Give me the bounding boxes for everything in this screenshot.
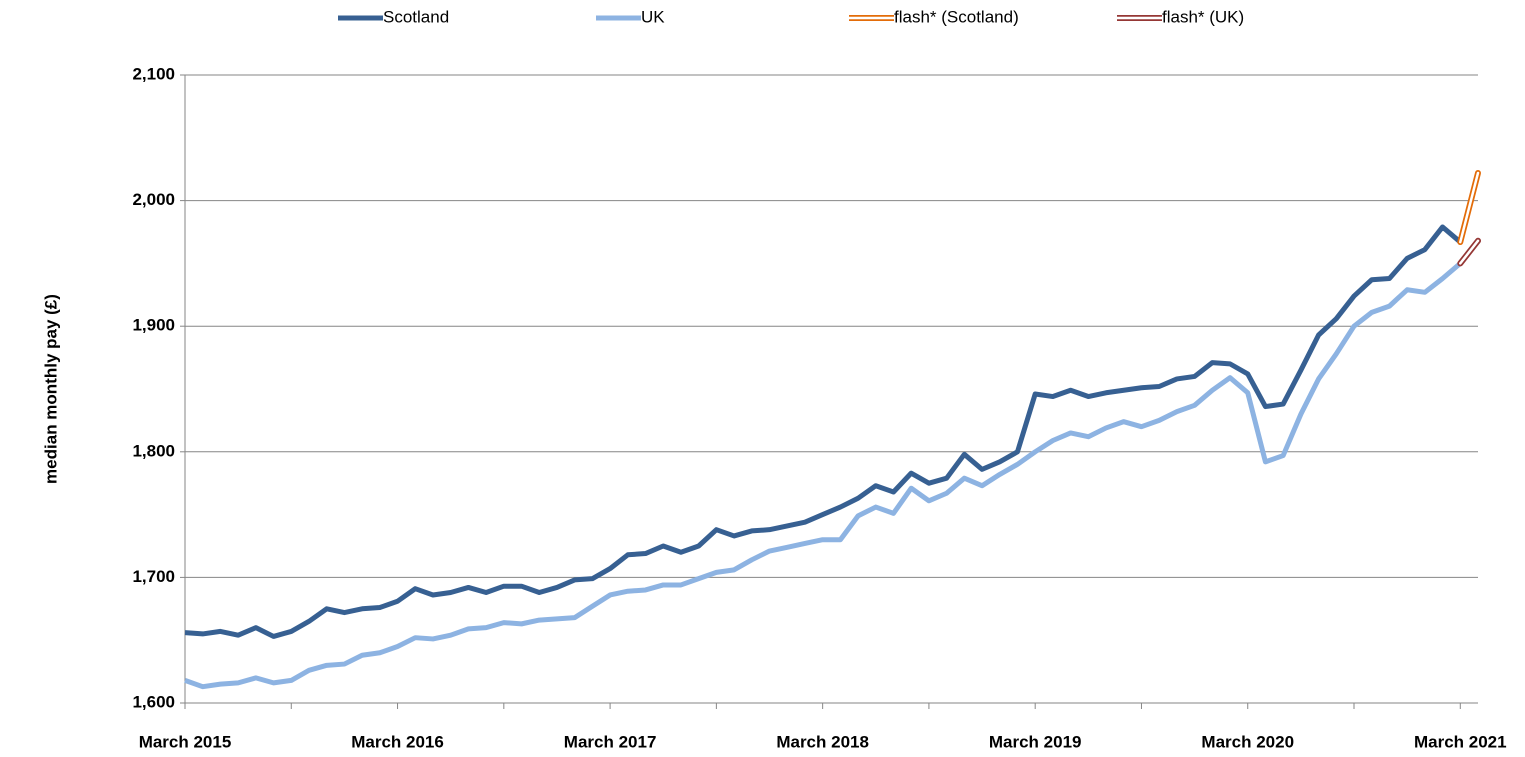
y-tick-label: 1,600 [132,692,175,711]
x-tick-label: March 2019 [989,732,1082,751]
x-tick-label: March 2017 [564,732,657,751]
series-line-inner [1459,239,1480,265]
legend-label: flash* (UK) [1162,7,1244,26]
x-tick-label: March 2016 [351,732,444,751]
legend-label: flash* (Scotland) [894,7,1019,26]
series-line [184,261,1462,690]
series-line [184,224,1462,639]
x-tick-label: March 2015 [139,732,232,751]
legend-label: UK [641,7,665,26]
x-tick-label: March 2021 [1414,732,1507,751]
y-tick-label: 2,000 [132,190,175,209]
y-tick-label: 1,900 [132,316,175,335]
series-line-inner [1459,171,1480,244]
y-axis-title: median monthly pay (£) [41,294,60,484]
x-tick-label: March 2020 [1201,732,1294,751]
y-tick-label: 1,700 [132,567,175,586]
legend-label: Scotland [383,7,449,26]
y-tick-label: 2,100 [132,64,175,83]
x-tick-label: March 2018 [776,732,869,751]
y-tick-label: 1,800 [132,441,175,460]
